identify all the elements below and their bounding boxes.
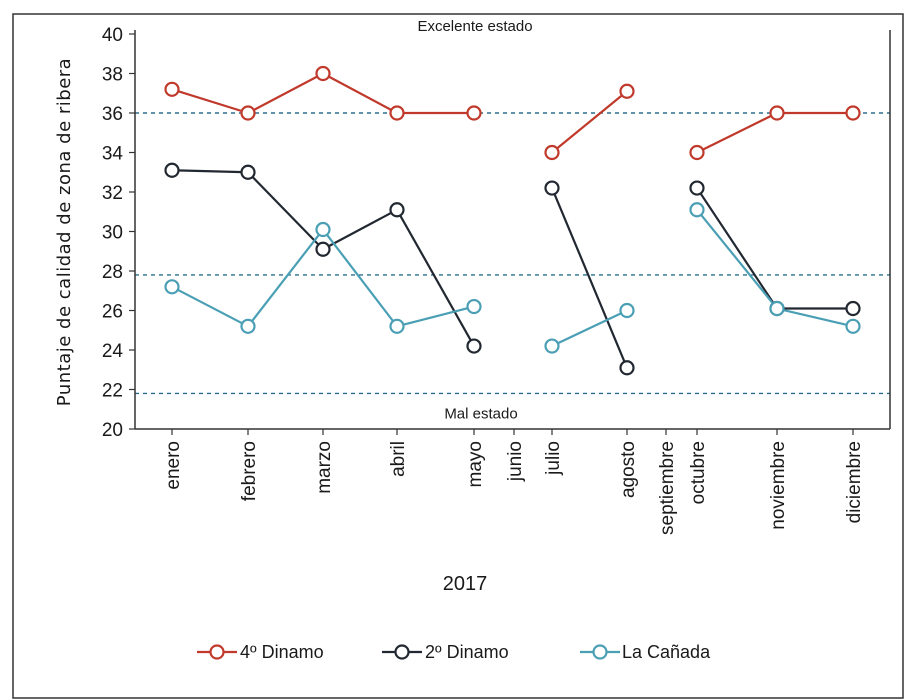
data-point (315, 221, 331, 238)
legend-label: 2º Dinamo (425, 642, 509, 662)
series-segment (171, 88, 249, 115)
x-axis-title: 2017 (443, 573, 488, 595)
y-tick-label: 24 (102, 341, 124, 362)
x-tick-label: enero (163, 441, 184, 490)
series-segment (696, 187, 778, 310)
data-point (845, 318, 861, 334)
series-segment (247, 228, 324, 327)
data-point (769, 300, 785, 317)
y-tick-label: 28 (102, 262, 123, 283)
data-point (240, 318, 256, 334)
data-point (619, 302, 635, 319)
data-point (544, 338, 560, 354)
x-tick-label: noviembre (768, 441, 789, 530)
y-tick-label: 20 (102, 420, 123, 441)
x-tick-label: diciembre (844, 441, 865, 523)
data-point (845, 105, 861, 121)
data-point (164, 162, 180, 178)
legend-label: La Cañada (622, 642, 711, 662)
x-tick-label: septiembre (657, 441, 678, 535)
data-point (389, 202, 405, 218)
y-tick-label: 40 (102, 25, 123, 46)
data-point (466, 105, 482, 121)
data-point (315, 241, 331, 257)
legend-label: 4º Dinamo (240, 642, 324, 662)
data-point (466, 298, 482, 315)
data-point (689, 180, 705, 196)
x-tick-label: julio (543, 441, 564, 476)
legend-swatch-marker (592, 644, 608, 660)
data-point (619, 360, 635, 376)
data-point (389, 105, 405, 121)
series-segment (551, 90, 628, 154)
x-tick-label: junio (505, 441, 526, 482)
data-point (769, 105, 785, 121)
data-point (845, 300, 861, 317)
data-point (466, 338, 482, 354)
figure-frame (12, 13, 904, 699)
x-tick-label: agosto (618, 441, 639, 498)
x-tick-label: febrero (239, 441, 260, 501)
y-tick-label: 38 (102, 65, 123, 86)
data-point (164, 279, 180, 295)
y-tick-label: 22 (102, 381, 123, 402)
data-point (544, 180, 560, 196)
x-tick-label: marzo (314, 441, 335, 494)
series-segment (396, 305, 475, 328)
data-point (689, 144, 705, 161)
series-segment (322, 208, 398, 251)
series-segment (171, 285, 249, 328)
series-segment (550, 187, 629, 369)
data-point (240, 164, 256, 180)
series-segment (696, 209, 778, 310)
y-tick-label: 30 (102, 223, 123, 244)
data-point (544, 144, 560, 161)
series-segment (171, 169, 249, 174)
data-point (619, 83, 635, 99)
x-tick-label: abril (388, 441, 409, 477)
data-point (240, 105, 256, 121)
x-tick-label: mayo (465, 441, 486, 487)
data-point (315, 65, 331, 82)
y-axis-title: Puntaje de calidad de zona de ribera (54, 58, 75, 406)
y-tick-label: 26 (102, 302, 123, 323)
y-tick-label: 34 (102, 144, 124, 165)
series-segment (247, 171, 324, 251)
data-point (389, 318, 405, 334)
series-segment (776, 307, 854, 328)
reference-label-poor: Mal estado (444, 405, 517, 422)
reference-label-excellent: Excelente estado (417, 18, 532, 35)
series-segment (396, 209, 475, 347)
legend-swatch-marker (209, 644, 225, 660)
y-tick-label: 36 (102, 104, 123, 125)
series-segment (322, 72, 398, 114)
series-segment (551, 309, 628, 348)
data-point (689, 202, 705, 218)
series-segment (247, 72, 324, 114)
series-segment (696, 112, 778, 154)
series-segment (322, 228, 398, 327)
y-tick-label: 32 (102, 183, 123, 204)
x-tick-label: octubre (688, 441, 709, 504)
legend-swatch-marker (394, 644, 410, 660)
data-point (164, 81, 180, 97)
